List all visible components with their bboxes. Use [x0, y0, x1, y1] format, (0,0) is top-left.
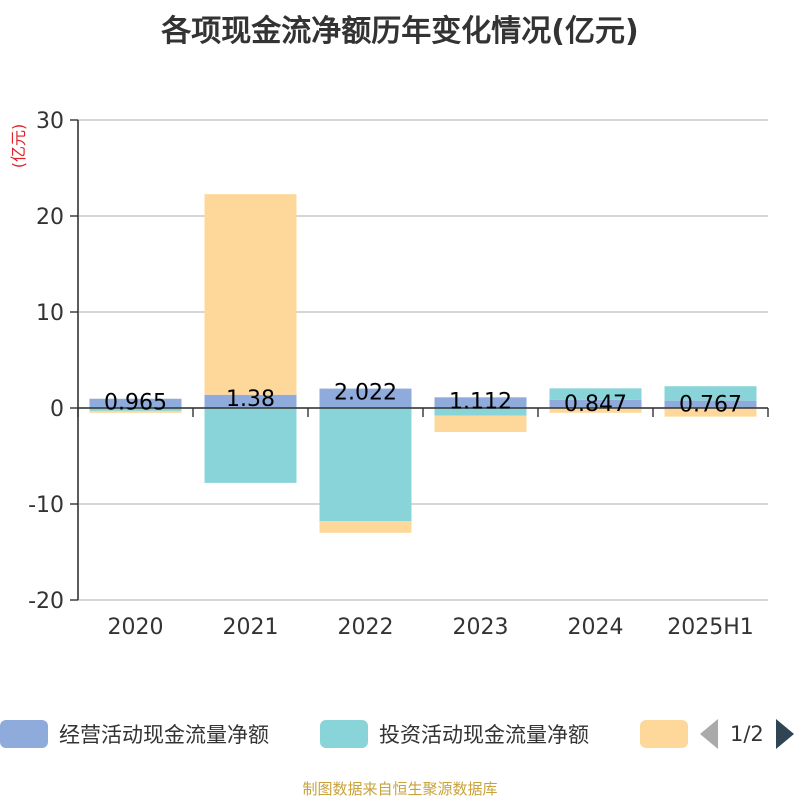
bar-segment-2020-s0 — [89, 398, 182, 408]
legend-item-operating[interactable]: 经营活动现金流量净额 — [0, 714, 269, 754]
x-tick-label: 2022 — [338, 615, 394, 640]
y-axis-label: (亿元) — [9, 124, 28, 169]
legend-label-operating: 经营活动现金流量净额 — [59, 723, 269, 747]
x-tick-label: 2023 — [453, 615, 509, 640]
legend-label-investing: 投资活动现金流量净额 — [379, 723, 589, 747]
legend-item-investing[interactable]: 投资活动现金流量净额 — [320, 714, 589, 754]
legend-next-icon[interactable] — [775, 719, 794, 749]
y-tick-label: 20 — [36, 205, 64, 230]
gridlines — [78, 119, 768, 601]
bar-segment-2025H1-s0 — [664, 400, 757, 408]
legend-item-financing[interactable] — [640, 714, 699, 754]
y-tick-label: 30 — [36, 109, 64, 134]
data-label-2023: 1.112 — [449, 389, 512, 414]
data-labels: 0.965 1.38 2.022 1.112 0.847 0.767 — [104, 381, 742, 418]
bar-segment-2020-s2 — [89, 410, 182, 413]
legend-prev-icon[interactable] — [700, 719, 718, 749]
bar-segment-2022-s2 — [319, 521, 412, 533]
x-tick-label: 2021 — [223, 615, 279, 640]
source-note: 制图数据来自恒生聚源数据库 — [302, 780, 498, 798]
y-tick-label: 10 — [36, 301, 64, 326]
bar-segment-2023-s1 — [434, 408, 527, 416]
bar-segment-2021-s2 — [204, 194, 297, 395]
data-label-2021: 1.38 — [226, 387, 275, 412]
legend-page-indicator: 1/2 — [730, 722, 764, 746]
bar-segment-2022-s1 — [319, 408, 412, 522]
legend-pager: 1/2 — [700, 714, 794, 754]
bar-segment-2021-s0 — [204, 394, 297, 408]
chart-title: 各项现金流净额历年变化情况(亿元) — [161, 14, 639, 49]
bar-segment-2025H1-s1 — [664, 386, 757, 401]
data-label-2020: 0.965 — [104, 391, 167, 416]
bar-segment-2024-s1 — [549, 388, 642, 400]
bar-segment-2021-s1 — [204, 408, 297, 483]
bars — [89, 194, 757, 533]
x-tick-label: 2025H1 — [667, 615, 754, 640]
bar-segment-2024-s2 — [549, 408, 642, 413]
y-tick-label: 0 — [50, 397, 64, 422]
legend-swatch-investing — [320, 720, 368, 748]
chart-plot: -20 -10 0 10 20 30 (亿元) 2020 2021 2022 2023 2024 202… — [9, 109, 769, 640]
bar-segment-2022-s0 — [319, 388, 412, 408]
legend-swatch-operating — [0, 720, 48, 748]
legend: 经营活动现金流量净额 投资活动现金流量净额 1/2 — [0, 714, 800, 754]
bar-segment-2025H1-s2 — [664, 408, 757, 417]
y-tick-label: -10 — [28, 493, 64, 518]
bar-segment-2020-s1 — [89, 408, 182, 411]
data-label-2025H1: 0.767 — [679, 393, 742, 418]
bar-segment-2024-s0 — [549, 399, 642, 408]
x-tick-label: 2024 — [568, 615, 624, 640]
data-label-2024: 0.847 — [564, 392, 627, 417]
bar-segment-2023-s2 — [434, 415, 527, 432]
bar-segment-2023-s0 — [434, 397, 527, 408]
legend-swatch-financing — [640, 720, 688, 748]
y-tick-label: -20 — [28, 589, 64, 614]
data-label-2022: 2.022 — [334, 381, 397, 406]
axes: -20 -10 0 10 20 30 (亿元) 2020 2021 2022 2023 2024 202… — [9, 109, 769, 640]
x-tick-label: 2020 — [108, 615, 164, 640]
